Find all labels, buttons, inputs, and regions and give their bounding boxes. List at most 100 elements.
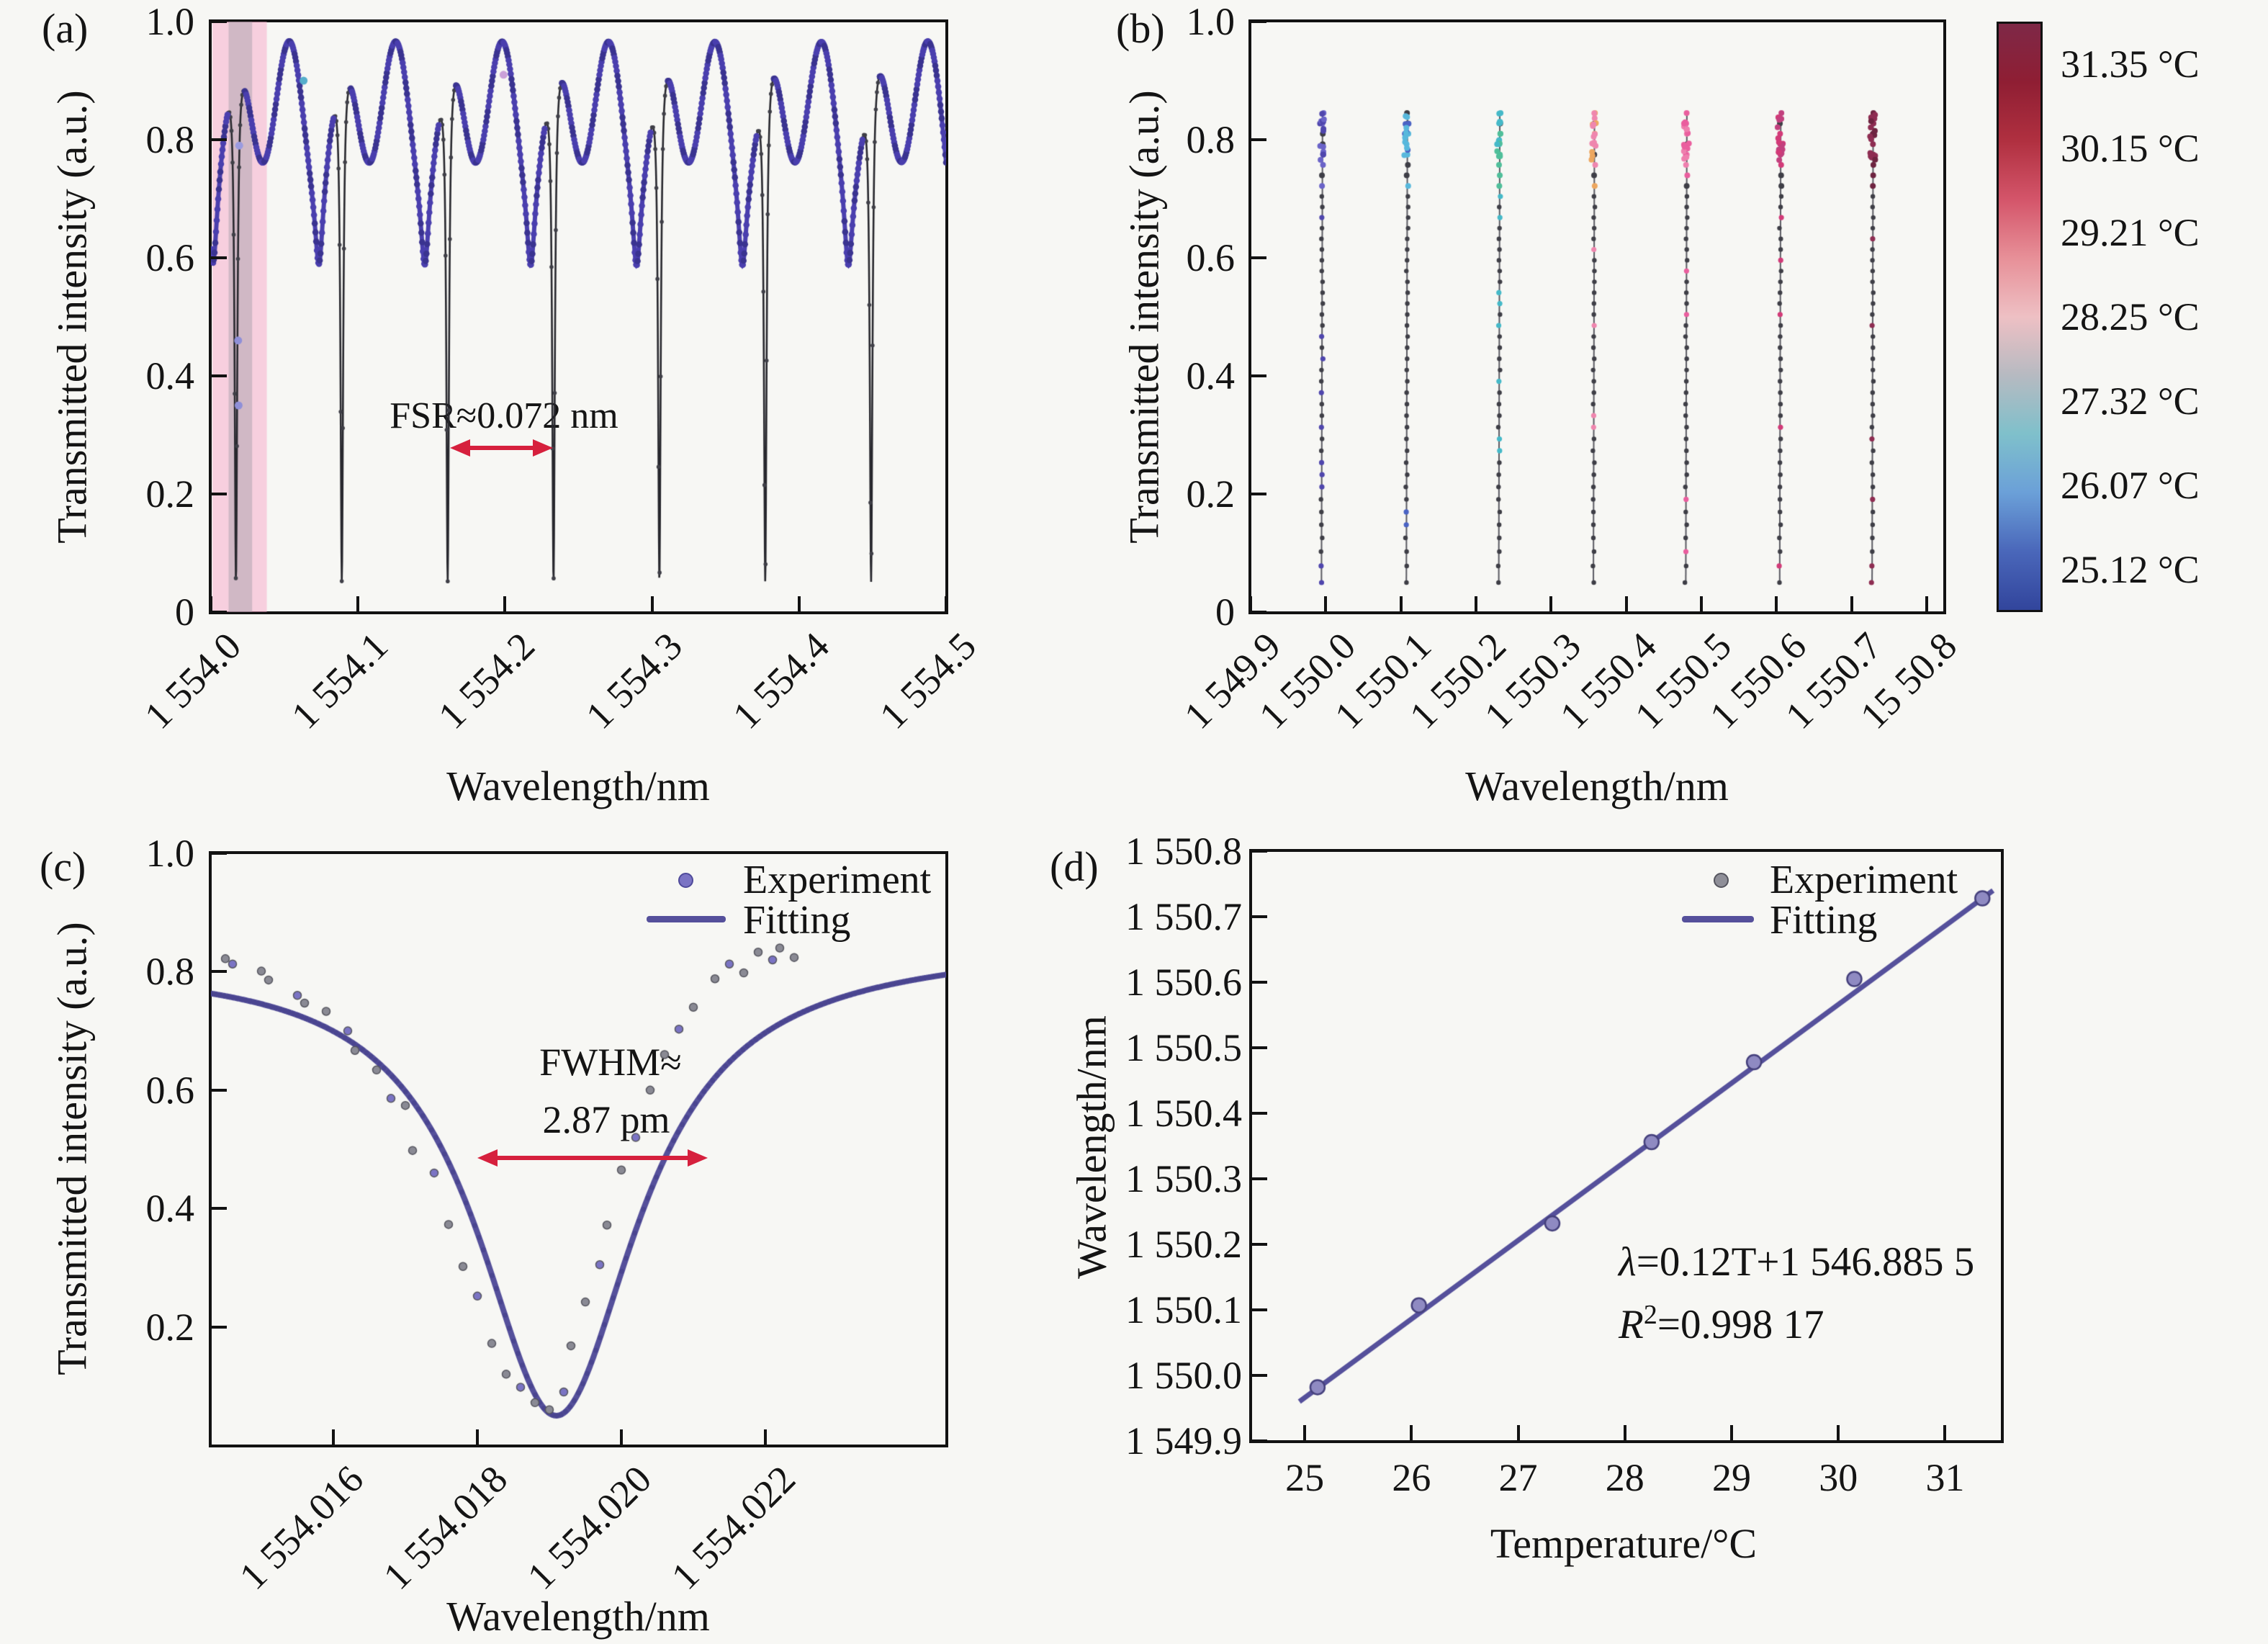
x-tick-label-d: 31 — [1925, 1456, 1965, 1499]
y-tick-d — [1251, 1046, 1267, 1049]
y-tick-label-c: 1.0 — [145, 832, 195, 875]
y-tick-label-d: 1 550.2 — [1125, 1223, 1242, 1266]
panel-b-x-axis-title: Wavelength/nm — [1465, 763, 1729, 809]
x-tick-d — [1837, 1425, 1840, 1441]
y-tick-d — [1251, 850, 1267, 853]
x-tick-b — [1850, 596, 1853, 612]
y-tick-a — [211, 611, 227, 614]
x-tick-b — [1549, 596, 1553, 612]
y-tick-b — [1251, 20, 1266, 23]
x-tick-c — [476, 1429, 479, 1445]
y-tick-label-d: 1 549.9 — [1125, 1419, 1242, 1463]
x-tick-label-c: 1 554.016 — [230, 1457, 372, 1598]
x-tick-a — [945, 596, 948, 612]
y-tick-label-b: 1.0 — [1186, 0, 1236, 43]
x-tick-c — [764, 1429, 767, 1445]
x-tick-label-d: 30 — [1819, 1456, 1858, 1499]
x-tick-d — [1623, 1425, 1626, 1441]
plot-frame-a — [209, 19, 948, 614]
x-tick-label-d: 28 — [1605, 1456, 1644, 1499]
x-tick-label-d: 25 — [1285, 1456, 1325, 1499]
y-tick-label-a: 0.2 — [145, 472, 195, 516]
x-tick-a — [356, 596, 360, 612]
arrow-part — [490, 1156, 695, 1161]
colorbar-label: 28.25 °C — [2061, 295, 2200, 338]
panel-c-label: (c) — [40, 843, 86, 890]
x-tick-b — [1624, 596, 1628, 612]
y-tick-label-d: 1 550.0 — [1125, 1354, 1242, 1397]
x-tick-label-a: 1 554.3 — [577, 624, 690, 737]
y-tick-label-c: 0.4 — [145, 1187, 195, 1231]
x-tick-d — [1943, 1425, 1947, 1441]
y-tick-label-d: 1 550.8 — [1125, 830, 1242, 873]
panel-d-label: (d) — [1050, 843, 1099, 890]
y-tick-b — [1251, 138, 1266, 141]
y-tick-label-d: 1 550.7 — [1125, 895, 1242, 938]
y-tick-b — [1251, 611, 1266, 614]
y-tick-label-a: 0 — [175, 590, 194, 634]
x-tick-label-a: 1 554.2 — [430, 624, 544, 737]
y-tick-label-b: 0.6 — [1186, 236, 1236, 279]
y-tick-label-b: 0 — [1215, 590, 1235, 634]
fwhm-arrow — [477, 1149, 708, 1167]
y-tick-label-c: 0.2 — [145, 1305, 195, 1349]
plot-frame-c — [209, 851, 948, 1447]
y-tick-d — [1251, 1112, 1267, 1115]
x-tick-label-a: 1 554.5 — [871, 624, 985, 737]
fsr-arrow — [449, 439, 553, 457]
y-tick-c — [211, 970, 227, 974]
colorbar-label: 31.35 °C — [2061, 42, 2200, 86]
arrow-part — [462, 446, 540, 451]
y-tick-label-d: 1 550.6 — [1125, 961, 1242, 1004]
x-tick-b — [1700, 596, 1703, 612]
y-tick-label-a: 1.0 — [145, 0, 195, 43]
x-tick-b — [1324, 596, 1328, 612]
x-tick-label-a: 1 554.1 — [283, 624, 397, 737]
y-tick-c — [211, 1088, 227, 1092]
panel-a-label: (a) — [42, 5, 89, 52]
x-tick-a — [797, 596, 801, 612]
y-tick-b — [1251, 374, 1266, 377]
plot-frame-b — [1248, 19, 1946, 614]
y-tick-d — [1251, 1243, 1267, 1246]
y-tick-a — [211, 493, 227, 495]
x-tick-d — [1516, 1425, 1520, 1441]
colorbar-label: 26.07 °C — [2061, 464, 2200, 508]
y-tick-label-b: 0.2 — [1186, 472, 1236, 516]
y-tick-c — [211, 852, 227, 855]
y-tick-label-a: 0.4 — [145, 354, 195, 397]
panel-b-y-axis-title: Transmitted intensity (a.u.) — [1120, 90, 1168, 544]
x-tick-label-d: 29 — [1711, 1456, 1751, 1499]
x-tick-label-c: 1 554.018 — [374, 1457, 516, 1598]
x-tick-a — [503, 596, 507, 612]
x-tick-b — [1775, 596, 1778, 612]
x-tick-label-a: 1 554.4 — [724, 624, 837, 737]
x-tick-c — [620, 1429, 623, 1445]
x-tick-a — [210, 596, 212, 612]
x-tick-label-d: 26 — [1392, 1456, 1431, 1499]
x-tick-b — [1399, 596, 1403, 612]
y-tick-d — [1251, 1374, 1267, 1377]
panel-d-x-axis-title: Temperature/°C — [1490, 1520, 1758, 1567]
y-tick-b — [1251, 493, 1266, 495]
y-tick-a — [211, 20, 227, 23]
x-tick-label-d: 27 — [1498, 1456, 1538, 1499]
y-tick-a — [211, 374, 227, 377]
y-tick-d — [1251, 981, 1267, 984]
colorbar-label: 29.21 °C — [2061, 210, 2200, 254]
y-tick-b — [1251, 256, 1266, 259]
y-tick-d — [1251, 1439, 1267, 1442]
plot-frame-d — [1249, 849, 2004, 1443]
panel-c-y-axis-title: Transmitted intensity (a.u.) — [48, 922, 96, 1375]
x-tick-label-c: 1 554.022 — [662, 1457, 804, 1598]
y-tick-label-b: 0.4 — [1186, 354, 1236, 397]
y-tick-label-d: 1 550.3 — [1125, 1157, 1242, 1200]
panel-b-label: (b) — [1116, 5, 1165, 52]
colorbar-label: 25.12 °C — [2061, 548, 2200, 592]
panel-d-y-axis-title: Wavelength/nm — [1068, 1015, 1115, 1279]
plot-canvas-c — [211, 853, 946, 1445]
x-tick-d — [1303, 1425, 1307, 1441]
y-tick-label-d: 1 550.5 — [1125, 1026, 1242, 1069]
